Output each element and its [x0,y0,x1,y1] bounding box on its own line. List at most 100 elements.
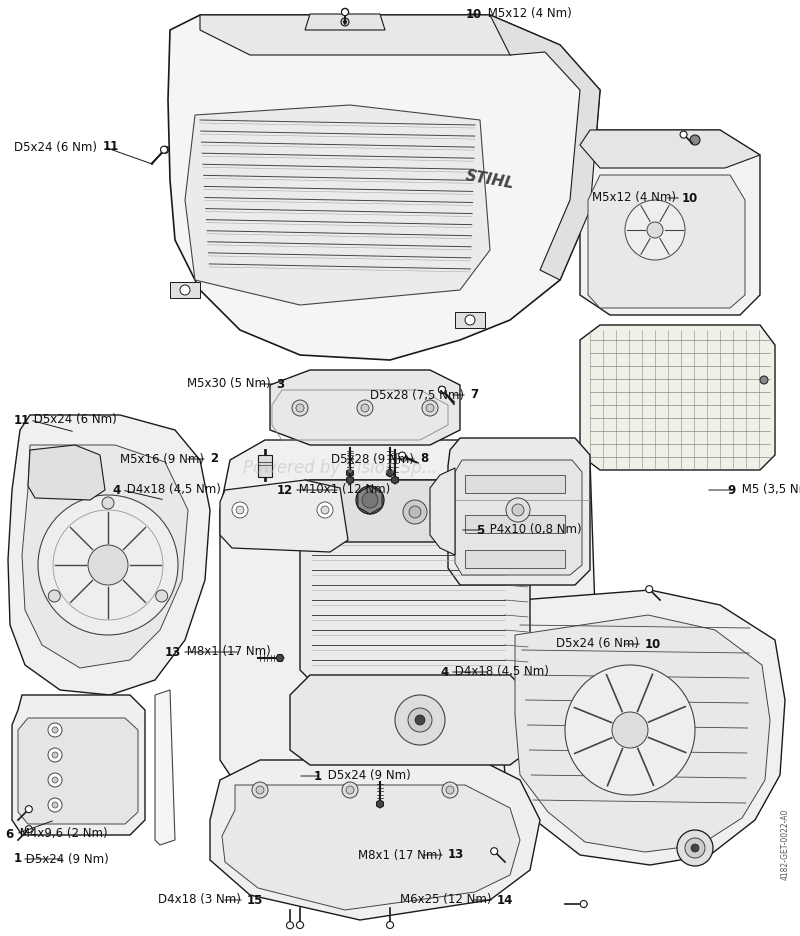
Bar [455,312,485,328]
Polygon shape [515,615,770,852]
Circle shape [612,712,648,748]
Circle shape [490,848,498,855]
Text: M4x9,6 (2 Nm): M4x9,6 (2 Nm) [16,827,108,841]
Text: D5x28 (9 Nm): D5x28 (9 Nm) [331,452,418,465]
Polygon shape [346,469,354,477]
Circle shape [26,826,32,833]
Polygon shape [358,486,382,514]
Text: 8: 8 [420,452,428,465]
Circle shape [52,802,58,808]
Text: 2: 2 [210,452,218,465]
Circle shape [52,727,58,733]
Circle shape [691,844,699,852]
Circle shape [760,376,768,384]
Circle shape [48,590,60,602]
Circle shape [48,773,62,787]
Text: 4182-GET-0022-A0: 4182-GET-0022-A0 [781,809,790,880]
Polygon shape [220,480,348,552]
Circle shape [512,504,524,516]
Polygon shape [222,785,520,910]
Circle shape [680,131,687,139]
Circle shape [156,590,168,602]
Circle shape [422,400,438,416]
Circle shape [677,830,713,866]
Circle shape [297,922,303,929]
Circle shape [343,20,347,24]
Circle shape [296,404,304,412]
Bar [465,515,565,533]
Text: 10: 10 [466,7,482,21]
Text: D5x24 (6 Nm): D5x24 (6 Nm) [556,637,643,651]
Text: 6: 6 [6,827,14,841]
Circle shape [395,695,445,745]
Text: 3: 3 [276,377,284,390]
Circle shape [342,782,358,798]
Text: 14: 14 [497,894,514,906]
Text: D4x18 (3 Nm): D4x18 (3 Nm) [158,894,245,906]
Text: M5x30 (5 Nm): M5x30 (5 Nm) [186,377,274,390]
Text: M5x16 (9 Nm): M5x16 (9 Nm) [120,452,208,465]
Polygon shape [455,460,582,575]
Text: 15: 15 [247,894,263,906]
Circle shape [446,786,454,794]
Polygon shape [8,415,210,695]
Circle shape [232,502,248,518]
Bar [258,455,272,477]
Circle shape [580,900,587,908]
Polygon shape [305,14,385,30]
Text: 10: 10 [645,637,662,651]
Polygon shape [346,476,354,484]
Polygon shape [270,370,460,445]
Polygon shape [18,718,138,824]
Polygon shape [391,476,398,484]
Polygon shape [12,695,145,835]
Circle shape [180,285,190,295]
Text: 7: 7 [470,388,478,402]
Circle shape [506,498,530,522]
Text: D5x24 (6 Nm): D5x24 (6 Nm) [30,414,117,427]
Circle shape [565,665,695,795]
Circle shape [342,8,349,16]
Text: M8x1 (17 Nm): M8x1 (17 Nm) [183,646,270,659]
Circle shape [52,777,58,783]
Circle shape [415,715,425,725]
Text: 5: 5 [476,523,484,536]
Bar [465,475,565,493]
Text: D5x24 (9 Nm): D5x24 (9 Nm) [22,853,109,866]
Circle shape [690,135,700,145]
Text: 1: 1 [14,853,22,866]
Polygon shape [448,438,590,585]
Circle shape [162,146,169,154]
Bar [465,550,565,568]
Polygon shape [210,760,540,920]
Circle shape [361,404,369,412]
Polygon shape [580,130,760,168]
Text: 10: 10 [682,192,698,204]
Text: M5 (3,5 Nm): M5 (3,5 Nm) [738,484,800,496]
Circle shape [362,492,378,508]
Circle shape [409,506,421,518]
Polygon shape [377,800,383,808]
Polygon shape [490,15,600,280]
Circle shape [256,786,264,794]
Text: 1: 1 [314,769,322,782]
Polygon shape [300,480,530,700]
Circle shape [317,502,333,518]
Bar [170,282,200,298]
Text: 13: 13 [165,646,181,659]
Text: 13: 13 [448,849,464,861]
Polygon shape [580,325,775,470]
Circle shape [356,486,384,514]
Polygon shape [588,175,745,308]
Polygon shape [290,480,535,542]
Polygon shape [200,15,560,55]
Circle shape [442,782,458,798]
Circle shape [400,454,407,461]
Text: M6x25 (12 Nm): M6x25 (12 Nm) [400,894,495,906]
Text: 12: 12 [277,484,293,496]
Text: M10x1 (12 Nm): M10x1 (12 Nm) [295,484,390,496]
Circle shape [426,404,434,412]
Polygon shape [580,130,760,315]
Circle shape [292,400,308,416]
Circle shape [48,723,62,737]
